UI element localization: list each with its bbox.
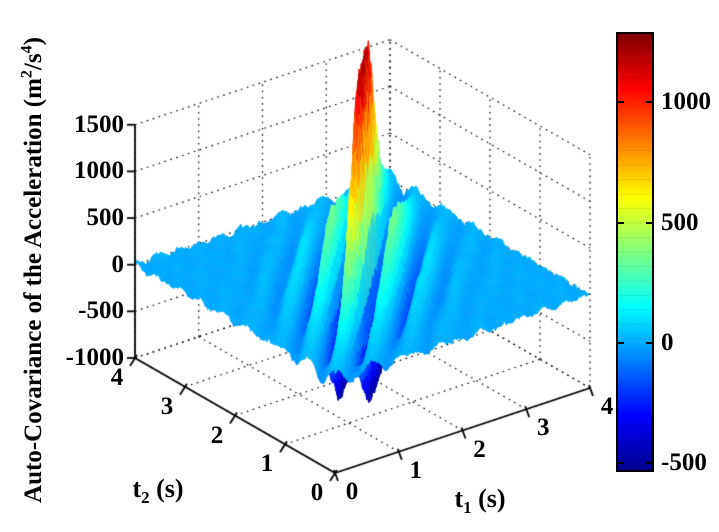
y-axis-label-sub: 2: [141, 488, 150, 508]
z-tick-label--500: -500: [78, 297, 124, 325]
z-axis-label-post: ): [20, 37, 47, 46]
x-tick-label-1: 1: [409, 456, 423, 484]
colorbar-tick-mark: [618, 342, 624, 344]
z-axis-label-sup-2: 2: [18, 70, 36, 79]
x-axis-label: t1 (s): [454, 484, 506, 518]
z-tick-label-500: 500: [86, 204, 125, 232]
z-tick-label--1000: -1000: [65, 344, 124, 371]
z-axis-label-sup-4: 4: [18, 45, 36, 54]
colorbar-tick-label-1000: 1000: [661, 88, 711, 115]
x-tick-label-2: 2: [473, 435, 486, 463]
y-tick-label-1: 1: [260, 450, 274, 478]
colorbar-tick-label--500: -500: [661, 449, 707, 476]
z-tick-label-1500: 1500: [74, 110, 124, 138]
colorbar: [616, 32, 654, 472]
z-axis-label-mid: /s: [20, 53, 47, 71]
colorbar-tick-mark: [646, 222, 652, 224]
colorbar-bands: [618, 34, 652, 470]
y-tick-label-2: 2: [210, 421, 224, 449]
colorbar-tick-mark: [618, 462, 624, 464]
x-tick-label-3: 3: [537, 414, 550, 442]
y-axis-label: t2 (s): [132, 474, 184, 508]
x-axis-label-sub: 1: [463, 498, 472, 518]
colorbar-tick-mark: [646, 462, 652, 464]
colorbar-gradient: [618, 34, 652, 470]
y-tick-label-4: 4: [110, 364, 124, 391]
z-tick-label-0: 0: [111, 250, 125, 278]
colorbar-tick-mark: [646, 101, 652, 103]
z-tick-label-1000: 1000: [74, 157, 124, 185]
y-tick-label-0: 0: [310, 479, 324, 506]
y-tick-label-3: 3: [160, 392, 174, 420]
colorbar-tick-mark: [618, 222, 624, 224]
colorbar-tick-label-500: 500: [661, 209, 699, 236]
x-tick-label-0: 0: [345, 478, 359, 505]
colorbar-tick-mark: [646, 342, 652, 344]
colorbar-tick-mark: [618, 101, 624, 103]
z-axis-label-text: Auto-Covariance of the Acceleration (m: [20, 78, 47, 503]
x-tick-label-4: 4: [600, 393, 614, 420]
colorbar-tick-label-0: 0: [661, 329, 674, 356]
